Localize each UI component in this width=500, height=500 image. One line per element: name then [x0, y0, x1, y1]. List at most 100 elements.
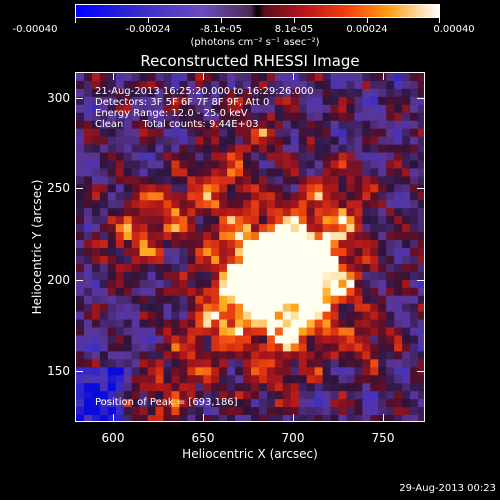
image-pixel — [386, 73, 395, 82]
image-pixel — [298, 232, 308, 241]
image-pixel — [211, 232, 220, 241]
image-pixel — [346, 383, 355, 392]
image-pixel — [139, 152, 149, 162]
image-pixel — [131, 359, 141, 368]
image-pixel — [346, 343, 355, 352]
image-pixel — [306, 367, 316, 376]
image-pixel — [227, 96, 236, 106]
image-pixel — [282, 375, 292, 384]
image-pixel — [123, 415, 133, 421]
image-pixel — [99, 383, 109, 392]
image-pixel — [91, 216, 101, 225]
image-pixel — [274, 255, 284, 265]
image-pixel — [314, 88, 324, 98]
image-pixel — [251, 200, 260, 209]
image-pixel — [298, 73, 308, 82]
image-pixel — [362, 176, 371, 185]
image-pixel — [99, 271, 109, 281]
image-pixel — [322, 216, 332, 225]
image-pixel — [123, 184, 133, 193]
image-pixel — [258, 399, 268, 408]
image-pixel — [99, 303, 109, 313]
image-pixel — [410, 168, 419, 177]
image-pixel — [402, 295, 411, 305]
image-pixel — [123, 319, 133, 329]
image-pixel — [139, 73, 149, 82]
image-pixel — [322, 144, 332, 154]
image-pixel — [179, 319, 188, 329]
image-pixel — [354, 176, 363, 185]
image-pixel — [258, 240, 268, 249]
image-pixel — [243, 208, 252, 217]
image-pixel — [107, 224, 117, 233]
image-pixel — [322, 104, 332, 114]
image-pixel — [179, 88, 188, 98]
image-pixel — [163, 200, 173, 209]
image-pixel — [235, 216, 244, 225]
image-pixel — [219, 343, 228, 352]
image-pixel — [163, 240, 173, 249]
image-pixel — [179, 311, 188, 321]
image-pixel — [235, 152, 244, 162]
image-pixel — [362, 375, 371, 384]
image-pixel — [266, 319, 276, 329]
image-pixel — [76, 311, 85, 321]
image-pixel — [147, 287, 157, 297]
image-pixel — [354, 391, 363, 400]
image-pixel — [402, 208, 411, 217]
image-pixel — [330, 287, 340, 297]
image-pixel — [290, 80, 300, 90]
image-pixel — [83, 255, 93, 265]
image-pixel — [139, 351, 149, 360]
image-pixel — [131, 80, 141, 90]
image-pixel — [195, 240, 204, 249]
image-pixel — [314, 248, 324, 257]
colorbar-label: 0.00024 — [346, 24, 388, 35]
image-pixel — [322, 200, 332, 209]
image-pixel — [179, 168, 188, 177]
image-pixel — [203, 279, 212, 289]
image-pixel — [235, 168, 244, 177]
image-pixel — [187, 255, 196, 265]
image-pixel — [306, 255, 316, 265]
image-pixel — [274, 160, 284, 170]
image-pixel — [322, 271, 332, 281]
image-pixel — [338, 80, 348, 90]
image-pixel — [171, 375, 180, 384]
image-pixel — [203, 200, 212, 209]
image-pixel — [187, 73, 196, 82]
image-pixel — [243, 216, 252, 225]
image-pixel — [362, 80, 371, 90]
image-pixel — [346, 255, 355, 265]
image-pixel — [282, 192, 292, 201]
image-pixel — [219, 184, 228, 193]
image-pixel — [394, 399, 403, 408]
image-pixel — [306, 216, 316, 225]
image-pixel — [251, 311, 260, 321]
image-pixel — [123, 200, 133, 209]
image-pixel — [258, 136, 268, 146]
image-pixel — [163, 295, 173, 305]
image-pixel — [258, 208, 268, 217]
image-pixel — [306, 104, 316, 114]
image-pixel — [370, 96, 379, 106]
image-pixel — [195, 176, 204, 185]
image-pixel — [179, 343, 188, 352]
image-pixel — [410, 96, 419, 106]
image-pixel — [314, 192, 324, 201]
image-pixel — [266, 415, 276, 421]
image-pixel — [282, 279, 292, 289]
image-pixel — [171, 335, 180, 345]
image-pixel — [274, 112, 284, 122]
image-pixel — [155, 88, 165, 98]
image-pixel — [290, 335, 300, 345]
image-pixel — [338, 375, 348, 384]
image-pixel — [155, 287, 165, 297]
image-pixel — [195, 255, 204, 265]
image-pixel — [131, 73, 141, 82]
image-pixel — [131, 303, 141, 313]
image-pixel — [123, 96, 133, 106]
image-pixel — [418, 192, 424, 201]
image-pixel — [195, 73, 204, 82]
image-pixel — [203, 216, 212, 225]
